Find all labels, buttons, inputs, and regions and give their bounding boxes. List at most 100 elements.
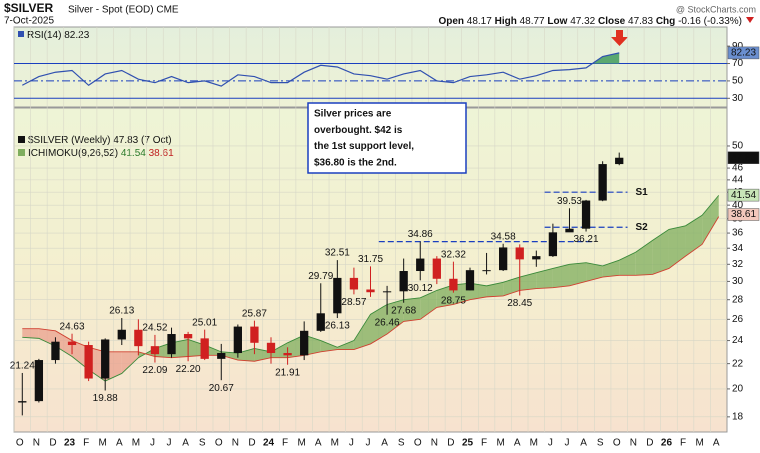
candle-body <box>134 329 143 347</box>
x-tick-label: O <box>613 438 621 449</box>
y-tick-label: 32 <box>732 259 744 270</box>
cloud-segment <box>503 277 520 296</box>
cloud-segment <box>619 252 636 276</box>
cloud-segment <box>420 290 437 320</box>
span-a-last: 41.54 <box>121 148 146 159</box>
x-tick-label: J <box>366 438 371 449</box>
support-label: S2 <box>636 222 649 233</box>
cloud-segment <box>519 272 537 291</box>
quote-label: Open <box>438 16 464 27</box>
x-tick-label: D <box>447 438 454 449</box>
quote-value: 47.83 <box>628 16 653 27</box>
cloud-segment <box>602 260 620 278</box>
cloud-segment <box>237 348 255 362</box>
rsi-name: RSI(14) <box>27 30 61 41</box>
x-tick-label: 23 <box>64 438 76 449</box>
quote-label: Chg <box>656 16 675 27</box>
cloud-segment <box>105 351 122 382</box>
rsi-value-label-box <box>727 46 760 60</box>
x-tick-label: F <box>680 438 686 449</box>
pivot-label: 24.52 <box>142 323 167 334</box>
x-tick-label: D <box>49 438 56 449</box>
symbol: $SILVER <box>4 1 53 15</box>
x-tick-label: O <box>414 438 422 449</box>
candle-body <box>465 270 475 291</box>
ichimoku-name: ICHIMOKU(9,26,52) <box>28 148 118 159</box>
x-tick-label: J <box>548 438 553 449</box>
price-legend: $SILVER (Weekly) 47.83 (7 Oct) <box>28 135 172 146</box>
candle-body <box>67 341 77 346</box>
candle-body <box>499 247 508 271</box>
x-tick-label: A <box>381 438 388 449</box>
quote: Open 48.17 High 48.77 Low 47.32 Close 47… <box>438 16 742 27</box>
pivot-label: 26.13 <box>109 306 134 317</box>
price-last: 47.83 <box>113 135 138 146</box>
ichimoku-span-a <box>22 195 720 382</box>
candle-body <box>167 334 176 355</box>
price-name: $SILVER (Weekly) <box>28 135 110 146</box>
x-tick-label: O <box>215 438 223 449</box>
x-tick-label: N <box>33 438 40 449</box>
candle-body <box>217 353 226 359</box>
x-tick-label: M <box>298 438 306 449</box>
x-tick-label: M <box>331 438 339 449</box>
candle-body <box>515 247 524 260</box>
x-tick-label: 25 <box>462 438 474 449</box>
x-tick-label: M <box>132 438 140 449</box>
cloud-segment <box>403 297 421 322</box>
candle-body <box>117 329 126 340</box>
x-tick-label: M <box>496 438 504 449</box>
date: 7-Oct-2025 <box>4 16 54 27</box>
annotation-line: $36.80 is the 2nd. <box>314 158 397 169</box>
annotation-box <box>307 102 467 174</box>
pivot-label: 20.67 <box>209 383 234 394</box>
cloud-segment <box>287 335 305 358</box>
annotation-line: the 1st support level, <box>314 141 414 152</box>
support-label: S1 <box>636 187 649 198</box>
cloud-segment <box>353 314 371 350</box>
y-tick-label: 20 <box>732 384 744 395</box>
candle-body <box>416 258 425 272</box>
rsi-value-label: 82.23 <box>731 48 756 59</box>
cloud-segment <box>702 195 719 245</box>
cloud-segment <box>387 299 404 335</box>
pivot-label: 34.86 <box>408 229 433 240</box>
candle-body <box>150 346 160 355</box>
y-tick-label: 34 <box>732 243 744 254</box>
x-tick-label: J <box>167 438 172 449</box>
y-tick-label: 18 <box>732 411 744 422</box>
pivot-label: 21.24 <box>10 361 35 372</box>
candle-body <box>449 278 458 291</box>
x-tick-label: A <box>580 438 587 449</box>
cloud-segment <box>436 284 454 308</box>
pivot-label: 24.63 <box>60 321 85 332</box>
y-tick-label: 46 <box>732 163 744 174</box>
x-tick-label: 24 <box>263 438 275 449</box>
pivot-label: 19.88 <box>93 393 118 404</box>
pivot-label: 25.87 <box>242 308 267 319</box>
cloud-segment <box>154 342 172 358</box>
quote-value: 47.32 <box>570 16 595 27</box>
span-b-last: 38.61 <box>149 148 174 159</box>
overbought-arrow <box>611 30 628 46</box>
pivot-label: 22.20 <box>176 364 201 375</box>
x-tick-label: D <box>646 438 653 449</box>
y-tick-label: 28 <box>732 294 744 305</box>
x-tick-label: F <box>83 438 89 449</box>
candle-body <box>51 341 60 361</box>
quote-value: -0.16 <box>678 16 701 27</box>
x-tick-label: S <box>398 438 405 449</box>
span-a-value-label: 41.54 <box>731 190 756 201</box>
x-tick-label: A <box>315 438 322 449</box>
cloud-segment <box>569 262 587 286</box>
pivot-label: 27.68 <box>391 305 416 316</box>
cloud-segment <box>668 225 686 269</box>
annotation-line: Silver prices are <box>314 109 392 120</box>
x-tick-label: A <box>713 438 720 449</box>
quote-value: 48.17 <box>467 16 492 27</box>
candle-body <box>615 157 624 165</box>
candle-body <box>84 345 93 379</box>
cloud-segment <box>635 240 653 276</box>
y-tick-label: 40 <box>732 200 744 211</box>
cloud-segment <box>55 330 73 357</box>
